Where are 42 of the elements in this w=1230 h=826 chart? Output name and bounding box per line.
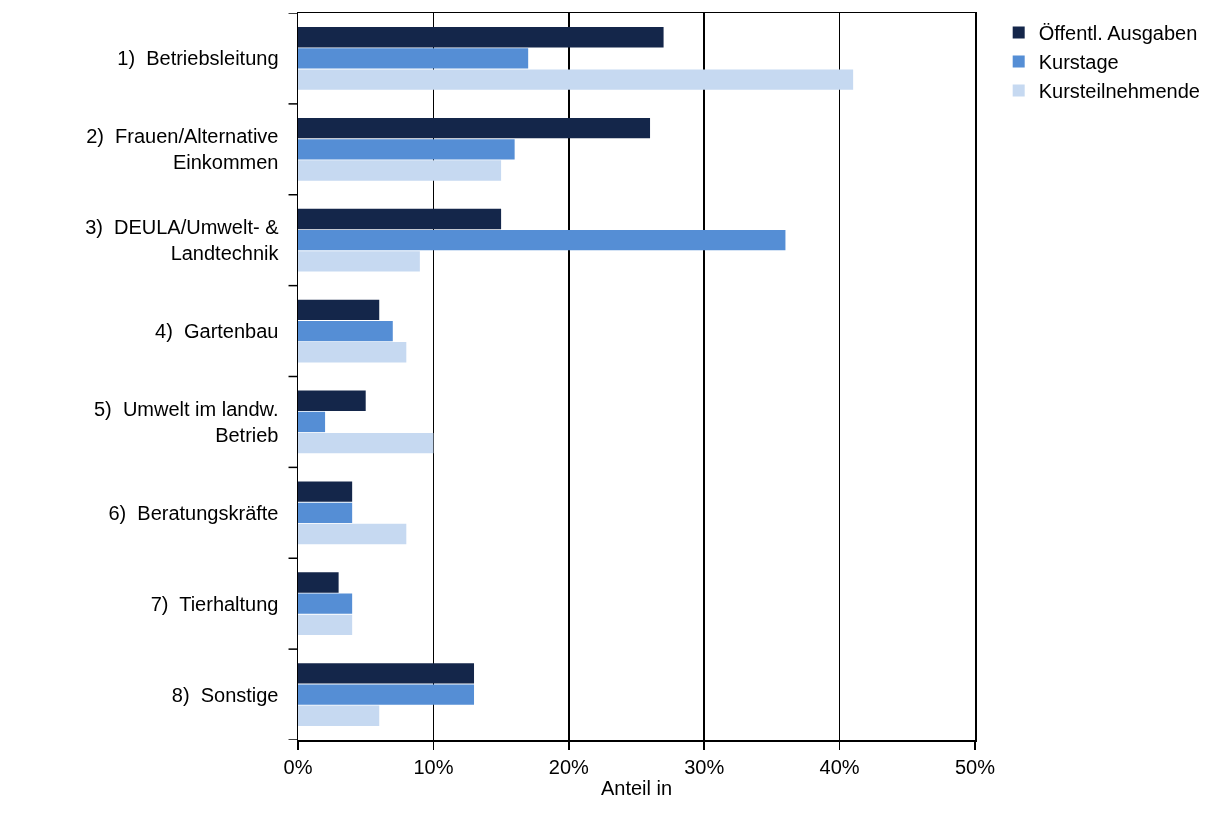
x-tick-label: 50%	[954, 755, 996, 778]
bar	[298, 117, 651, 139]
x-axis-title: Anteil in	[600, 776, 673, 799]
bar	[298, 614, 353, 636]
bar	[298, 390, 366, 411]
legend-label: Kurstage	[1038, 51, 1119, 74]
bar	[298, 411, 326, 433]
y-tick-label: 8) Sonstige	[171, 683, 279, 706]
bar	[298, 705, 380, 726]
bar	[298, 572, 339, 593]
bar	[298, 299, 380, 321]
x-tick-label: 30%	[684, 755, 725, 778]
bar	[298, 684, 475, 705]
y-tick-label: 2) Frauen/Alternative Einkommen	[86, 125, 279, 174]
y-tick-label: 4) Gartenbau	[155, 320, 279, 343]
bar	[298, 502, 353, 523]
y-tick-label: 3) DEULA/Umwelt- & Landtechnik	[85, 216, 280, 265]
x-tick-label: 0%	[283, 755, 313, 778]
x-tick-label: 10%	[413, 755, 454, 778]
bar	[298, 69, 854, 90]
y-tick-label: 5) Umwelt im landw. Betrieb	[94, 397, 279, 446]
bar	[298, 251, 420, 272]
y-tick-label: 7) Tierhaltung	[150, 592, 279, 615]
y-tick-label: 1) Betriebsleitung	[117, 47, 279, 70]
y-tick-label: 6) Beratungskräfte	[108, 501, 279, 524]
bar	[298, 523, 407, 545]
bar	[298, 320, 393, 342]
bar	[298, 160, 502, 181]
x-tick-label: 20%	[548, 755, 590, 778]
bar	[298, 481, 353, 502]
legend-label: Öffentl. Ausgaben	[1038, 22, 1198, 45]
bar	[298, 27, 664, 48]
bar	[298, 593, 353, 614]
x-tick-label: 40%	[819, 755, 860, 778]
bar	[298, 139, 515, 160]
bar	[298, 208, 502, 230]
bar	[298, 342, 407, 363]
bar	[298, 663, 475, 684]
bar	[298, 230, 786, 251]
legend-label: Kursteilnehmende	[1038, 80, 1200, 103]
bar	[298, 432, 434, 454]
bar	[298, 48, 529, 69]
